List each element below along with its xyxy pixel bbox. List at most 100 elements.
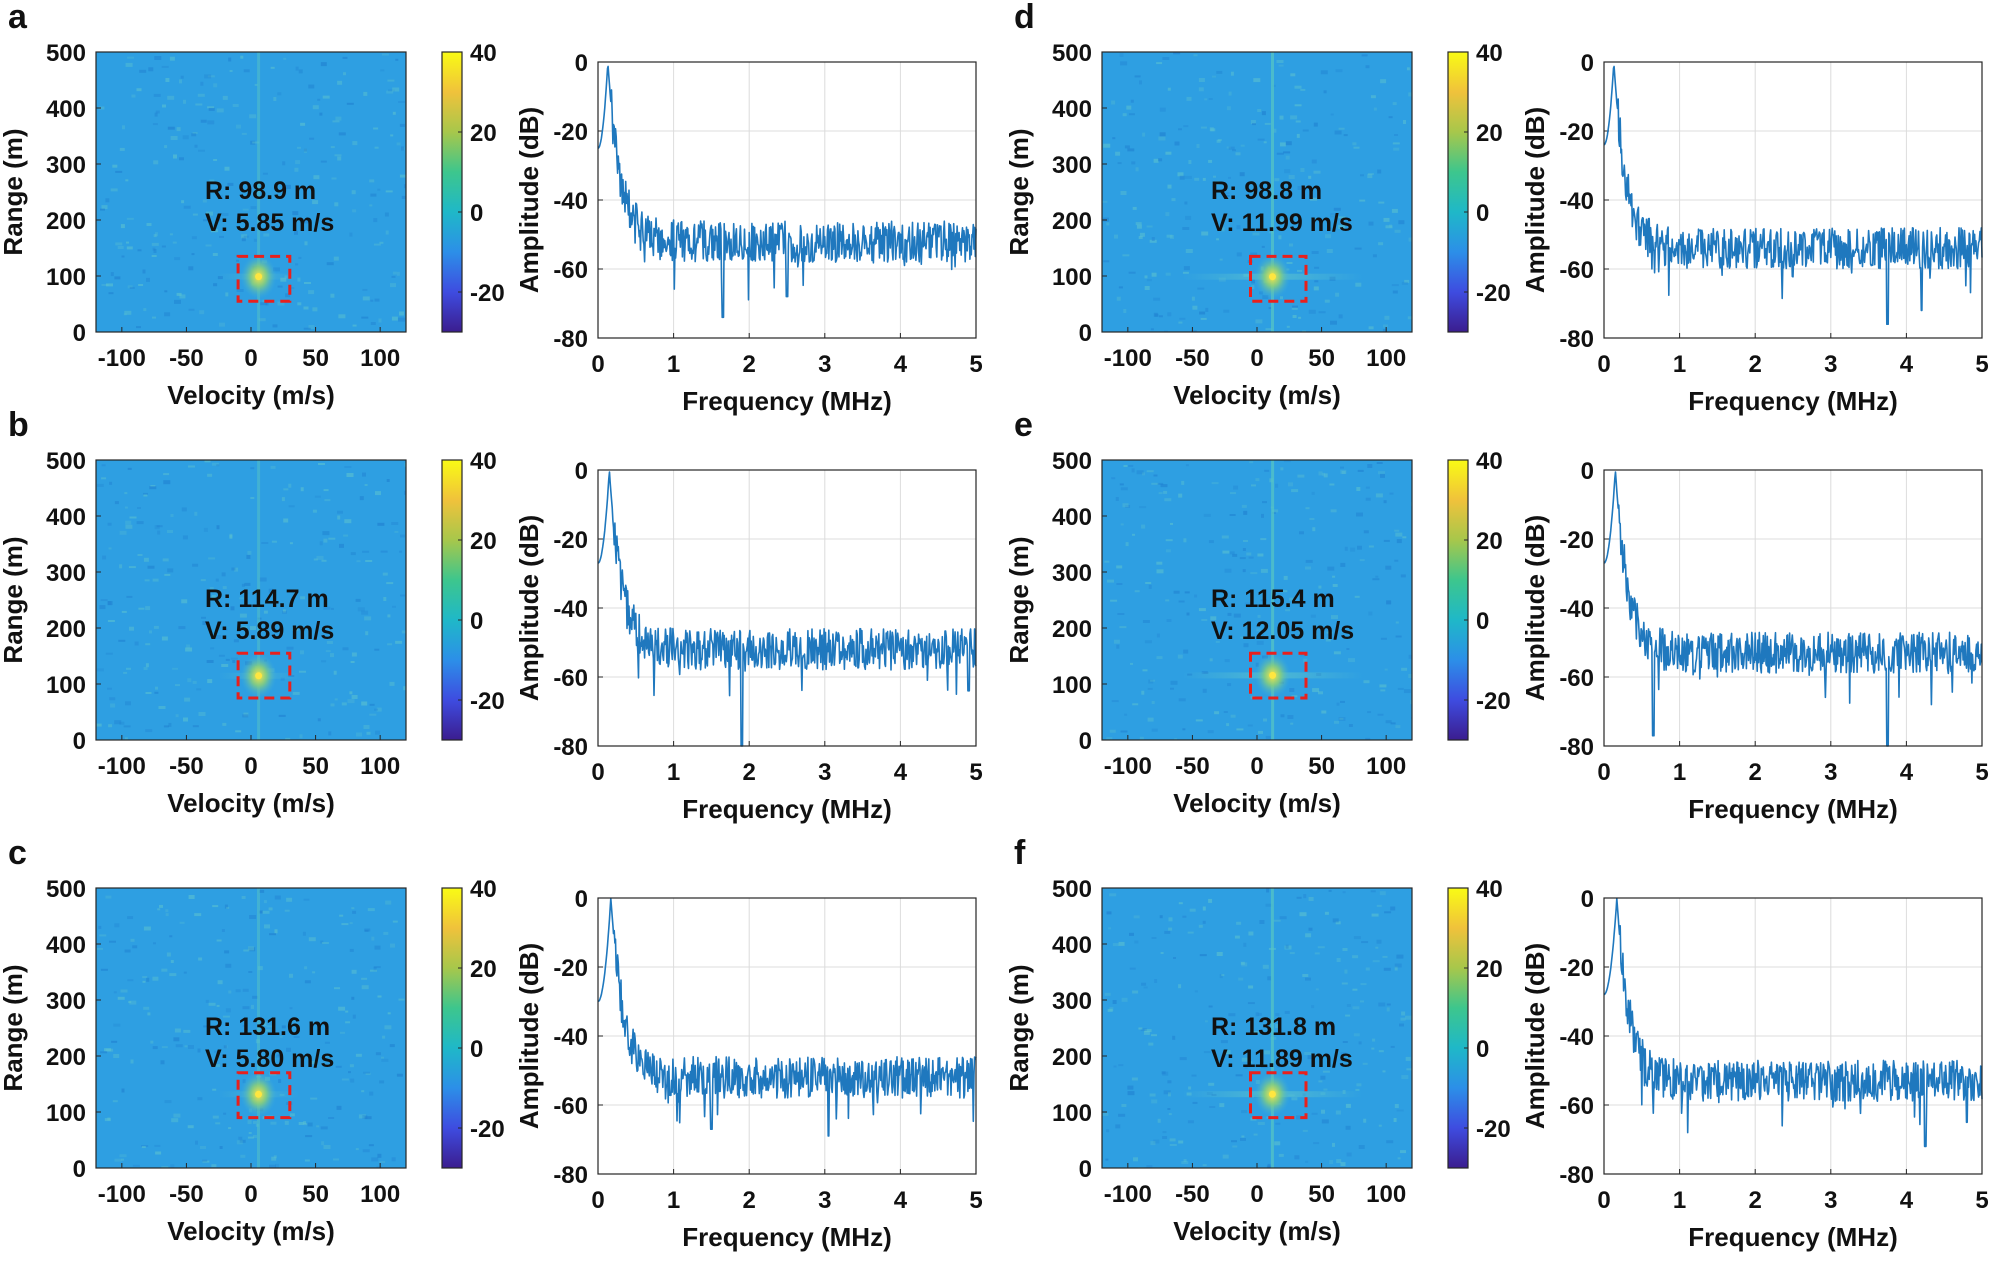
map-noise-speck: [1353, 936, 1361, 940]
map-noise-speck: [1208, 1005, 1213, 1008]
map-noise-speck: [113, 1054, 120, 1058]
map-noise-speck: [1305, 559, 1313, 563]
map-noise-speck: [263, 233, 270, 237]
map-noise-speck: [1302, 330, 1306, 332]
map-noise-speck: [167, 568, 174, 573]
velocity-sidelobe: [1271, 52, 1274, 332]
y-axis-label: Amplitude (dB): [514, 515, 544, 701]
map-noise-speck: [1134, 940, 1139, 944]
map-noise-speck: [174, 257, 181, 261]
map-noise-speck: [1378, 471, 1385, 475]
map-noise-speck: [1156, 633, 1160, 638]
map-noise-speck: [107, 1117, 111, 1121]
map-noise-speck: [1173, 590, 1180, 594]
map-noise-speck: [225, 658, 230, 661]
map-noise-speck: [281, 1025, 286, 1029]
map-noise-speck: [1322, 1070, 1330, 1073]
map-noise-speck: [1162, 57, 1170, 60]
map-noise-speck: [271, 1156, 277, 1161]
map-noise-speck: [300, 122, 306, 126]
map-noise-speck: [309, 1061, 317, 1064]
map-noise-speck: [1198, 87, 1204, 92]
map-noise-speck: [300, 650, 304, 655]
map-noise-speck: [1123, 465, 1128, 467]
map-noise-speck: [369, 179, 375, 183]
map-noise-speck: [1230, 71, 1234, 76]
map-noise-speck: [1302, 1129, 1308, 1132]
map-noise-speck: [391, 522, 399, 525]
map-noise-speck: [202, 1159, 208, 1162]
map-noise-speck: [1182, 915, 1187, 918]
map-noise-speck: [325, 650, 331, 653]
y-tick-label: 400: [46, 932, 86, 959]
y-tick-label: 400: [46, 96, 86, 123]
map-noise-speck: [1246, 552, 1252, 556]
map-noise-speck: [1284, 1010, 1290, 1014]
map-noise-speck: [101, 477, 107, 480]
map-noise-speck: [183, 1029, 191, 1033]
range-annotation: R: 98.9 m: [205, 177, 316, 205]
map-noise-speck: [303, 327, 311, 330]
map-noise-speck: [289, 542, 293, 545]
y-tick-label: -80: [1559, 326, 1594, 353]
map-noise-speck: [391, 316, 398, 321]
map-noise-speck: [217, 980, 223, 985]
map-noise-speck: [1365, 967, 1370, 971]
y-axis-label: Amplitude (dB): [1520, 943, 1550, 1129]
map-noise-speck: [289, 1113, 295, 1117]
map-noise-speck: [1242, 569, 1246, 573]
spectrum-frame: [1603, 469, 1983, 747]
colorbar-tick-label: 20: [1476, 956, 1503, 983]
map-noise-speck: [1285, 155, 1290, 160]
map-noise-speck: [394, 530, 399, 533]
x-tick-label: -100: [98, 345, 146, 372]
x-tick-label: 3: [818, 351, 831, 378]
map-noise-speck: [242, 208, 249, 211]
map-noise-speck: [228, 57, 232, 62]
map-noise-speck: [227, 182, 234, 186]
map-noise-speck: [192, 213, 198, 216]
map-noise-speck: [115, 242, 123, 246]
map-noise-speck: [1383, 967, 1391, 971]
map-noise-speck: [149, 486, 157, 490]
map-noise-speck: [1338, 717, 1346, 721]
x-axis-label: Frequency (MHz): [682, 1222, 891, 1252]
map-noise-speck: [1165, 151, 1172, 155]
map-noise-speck: [1255, 319, 1263, 324]
map-noise-speck: [141, 1146, 146, 1149]
map-noise-speck: [1210, 128, 1216, 132]
map-noise-speck: [1372, 960, 1380, 963]
x-axis-label: Frequency (MHz): [1688, 1222, 1897, 1252]
map-noise-speck: [98, 925, 102, 929]
map-noise-speck: [398, 998, 405, 1001]
map-noise-speck: [117, 996, 125, 1000]
map-noise-speck: [228, 990, 232, 994]
map-noise-speck: [239, 597, 245, 600]
map-noise-speck: [1112, 943, 1119, 947]
map-noise-speck: [1132, 533, 1135, 536]
map-noise-speck: [165, 909, 169, 913]
map-noise-speck: [294, 230, 298, 235]
map-noise-speck: [1122, 113, 1127, 117]
map-noise-speck: [1312, 527, 1316, 532]
map-noise-speck: [1357, 469, 1364, 472]
map-noise-speck: [1119, 53, 1124, 57]
map-noise-speck: [382, 1035, 386, 1039]
y-tick-label: -20: [1559, 955, 1594, 982]
map-noise-speck: [151, 255, 157, 257]
map-noise-speck: [1258, 730, 1263, 734]
map-noise-speck: [254, 83, 258, 86]
x-tick-label: 0: [1597, 351, 1610, 378]
map-noise-speck: [215, 578, 219, 582]
map-noise-speck: [1329, 483, 1335, 486]
map-noise-speck: [124, 492, 128, 495]
target-core: [1269, 273, 1276, 281]
map-noise-speck: [1144, 275, 1148, 279]
map-noise-speck: [1279, 916, 1287, 920]
target-core: [255, 672, 263, 680]
map-noise-speck: [1122, 254, 1130, 257]
map-noise-speck: [107, 687, 112, 690]
map-noise-speck: [217, 194, 223, 199]
map-noise-speck: [143, 557, 149, 562]
